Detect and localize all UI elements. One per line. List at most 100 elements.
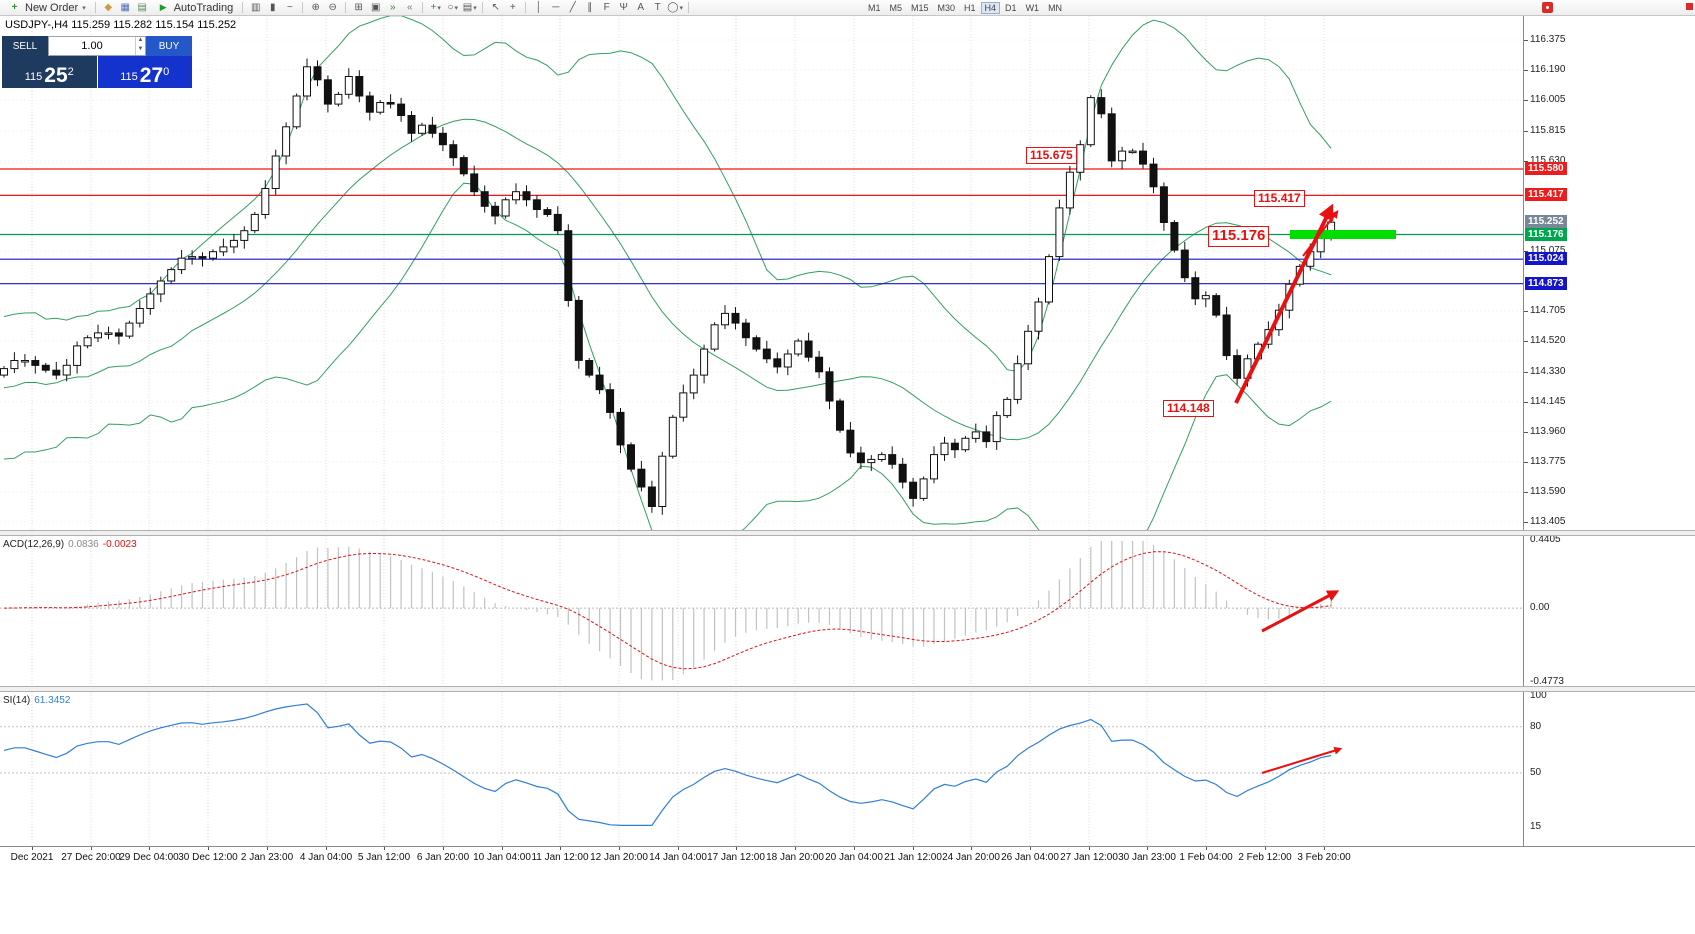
panel-resize-handle[interactable] (0, 530, 1695, 536)
timeframe-m30[interactable]: M30 (937, 2, 956, 13)
price-annotation[interactable]: 115.417 (1254, 190, 1305, 207)
price-axis-tick (1524, 341, 1528, 342)
zoom-in-icon[interactable]: ⊕ (311, 2, 320, 13)
arrows-icon[interactable]: ◯ ▾ (667, 2, 683, 13)
support-zone-highlight[interactable] (1290, 230, 1396, 239)
price-annotation[interactable]: 115.675 (1026, 147, 1077, 164)
price-annotation[interactable]: 115.176 (1208, 226, 1270, 247)
chart-shift-icon[interactable]: « (406, 2, 413, 13)
timeframe-m5[interactable]: M5 (889, 2, 902, 13)
auto-scroll-icon[interactable]: » (389, 2, 396, 13)
timeframe-w1[interactable]: W1 (1025, 2, 1040, 13)
timeframe-h4[interactable]: H4 (980, 1, 1001, 14)
time-axis[interactable]: Dec 2021 27 Dec 20:00 29 Dec 04:00 30 Dec 1… (0, 846, 1695, 868)
bar-chart-icon[interactable]: ▥ (251, 2, 261, 13)
price-axis-label: 114.705 (1530, 305, 1566, 316)
autotrading-label: AutoTrading (173, 1, 234, 14)
macd-panel[interactable] (0, 536, 1523, 686)
time-axis-tick (502, 847, 503, 850)
alert-icon[interactable] (1542, 2, 1553, 13)
timeframe-m15[interactable]: M15 (910, 2, 929, 13)
trend-arrow[interactable] (1302, 210, 1339, 257)
price-axis-label: 114.145 (1530, 396, 1566, 407)
time-axis-label: 21 Jan 12:00 (884, 852, 942, 863)
zoom-out-icon[interactable]: ⊖ (328, 2, 337, 13)
autotrading-button[interactable]: ▶ AutoTrading (152, 1, 238, 15)
text-icon[interactable]: A (637, 2, 645, 13)
sell-button[interactable]: SELL (2, 36, 48, 56)
symbol-info: USDJPY-,H4 115.259 115.282 115.154 115.2… (5, 19, 237, 31)
price-axis-tick (1524, 40, 1528, 41)
price-axis-badge-114873: 114.873 (1525, 277, 1567, 290)
cursor-icon[interactable]: ↖ (491, 2, 500, 13)
candlestick-chart-icon[interactable]: ▮ (269, 2, 276, 13)
time-axis-label: 3 Feb 20:00 (1297, 852, 1351, 863)
price-annotation[interactable]: 114.148 (1163, 400, 1214, 417)
periods-icon[interactable]: ○ ▾ (447, 2, 459, 13)
crosshair-icon[interactable]: + (509, 2, 516, 13)
line-chart-icon[interactable]: ~ (286, 2, 293, 13)
price-axis-label: 116.190 (1530, 64, 1566, 75)
data-window-icon[interactable]: ▦ (120, 2, 130, 13)
time-axis-label: 2 Feb 12:00 (1238, 852, 1292, 863)
time-axis-tick (1265, 847, 1266, 850)
metaeditor-icon[interactable]: ◆ (104, 2, 113, 13)
price-axis-tick (1524, 462, 1528, 463)
volume-increase-button[interactable]: ▲ (137, 37, 144, 43)
indicators-icon[interactable]: + ▾ (430, 2, 441, 13)
text-label-icon[interactable]: T (654, 2, 661, 13)
time-axis-label: 11 Jan 12:00 (531, 852, 589, 863)
timeframe-mn[interactable]: MN (1048, 2, 1063, 13)
rsi-trend-arrow[interactable] (1261, 746, 1343, 774)
rsi-panel[interactable] (0, 692, 1523, 846)
price-axis-label: 114.330 (1530, 366, 1566, 377)
equidistant-channel-icon[interactable]: ∥ (587, 2, 593, 13)
buy-price-main: 27 (139, 64, 164, 87)
panel-resize-handle[interactable] (0, 686, 1695, 692)
volume-decrease-button[interactable]: ▼ (137, 46, 144, 52)
time-axis-label: 4 Jan 04:00 (299, 852, 353, 863)
sell-price-button[interactable]: 115 25 2 (2, 56, 97, 88)
sell-price-main: 25 (44, 64, 68, 87)
price-axis-tick (1524, 100, 1528, 101)
chart-annotations-layer: 115.675 115.417 115.176 114.148 (0, 16, 1523, 530)
new-order-button[interactable]: + New Order ▾ (3, 1, 90, 15)
tile-windows-icon[interactable]: ⊞ (354, 2, 363, 13)
trendline-icon[interactable]: ╱ (569, 2, 576, 13)
toolbar-group-windows: ◆ ▦ ▤ (101, 1, 150, 15)
macd-axis-label: 0.4405 (1530, 534, 1561, 545)
templates-icon[interactable]: ▤ ▾ (462, 2, 477, 13)
andrews-pitchfork-icon[interactable]: Ψ (619, 2, 628, 13)
price-axis-tick (1524, 70, 1528, 71)
buy-price-button[interactable]: 115 27 0 (97, 56, 192, 88)
one-click-trading-panel: SELL ▲ ▼ BUY 115 25 2 115 27 0 (2, 36, 192, 88)
time-axis-tick (443, 847, 444, 850)
vertical-line-icon[interactable]: │ (535, 2, 542, 13)
horizontal-line-icon[interactable]: ─ (552, 2, 560, 13)
timeframe-d1[interactable]: D1 (1005, 2, 1017, 13)
fibonacci-icon[interactable]: F (603, 2, 610, 13)
price-axis-badge-115417: 115.417 (1525, 188, 1567, 201)
time-axis-tick (384, 847, 385, 850)
time-axis-label: 17 Jan 12:00 (707, 852, 765, 863)
navigator-icon[interactable]: ▤ (137, 2, 147, 13)
timeframe-m1[interactable]: M1 (867, 2, 881, 13)
time-axis-label: 20 Jan 04:00 (825, 852, 883, 863)
timeframe-h1[interactable]: H1 (964, 2, 976, 13)
time-axis-label: 5 Jan 12:00 (357, 852, 411, 863)
time-axis-tick (1147, 847, 1148, 850)
cascade-windows-icon[interactable]: ▣ (371, 2, 381, 13)
price-axis-label: 116.005 (1530, 94, 1566, 105)
time-axis-label: 29 Dec 04:00 (119, 852, 179, 863)
price-axis[interactable]: 116.375 116.190 116.005 115.815 115.630 115.0… (1523, 16, 1695, 846)
time-axis-tick (32, 847, 33, 850)
new-order-label: New Order (25, 1, 79, 14)
time-axis-label: 24 Jan 20:00 (942, 852, 1000, 863)
macd-trend-arrow[interactable] (1261, 590, 1340, 633)
main-chart[interactable] (0, 16, 1523, 530)
rsi-axis-label: 80 (1530, 721, 1542, 732)
price-axis-badge-115176: 115.176 (1525, 228, 1567, 241)
volume-input[interactable] (49, 37, 136, 55)
buy-button[interactable]: BUY (146, 36, 192, 56)
macd-axis-label: -0.4773 (1530, 676, 1564, 687)
